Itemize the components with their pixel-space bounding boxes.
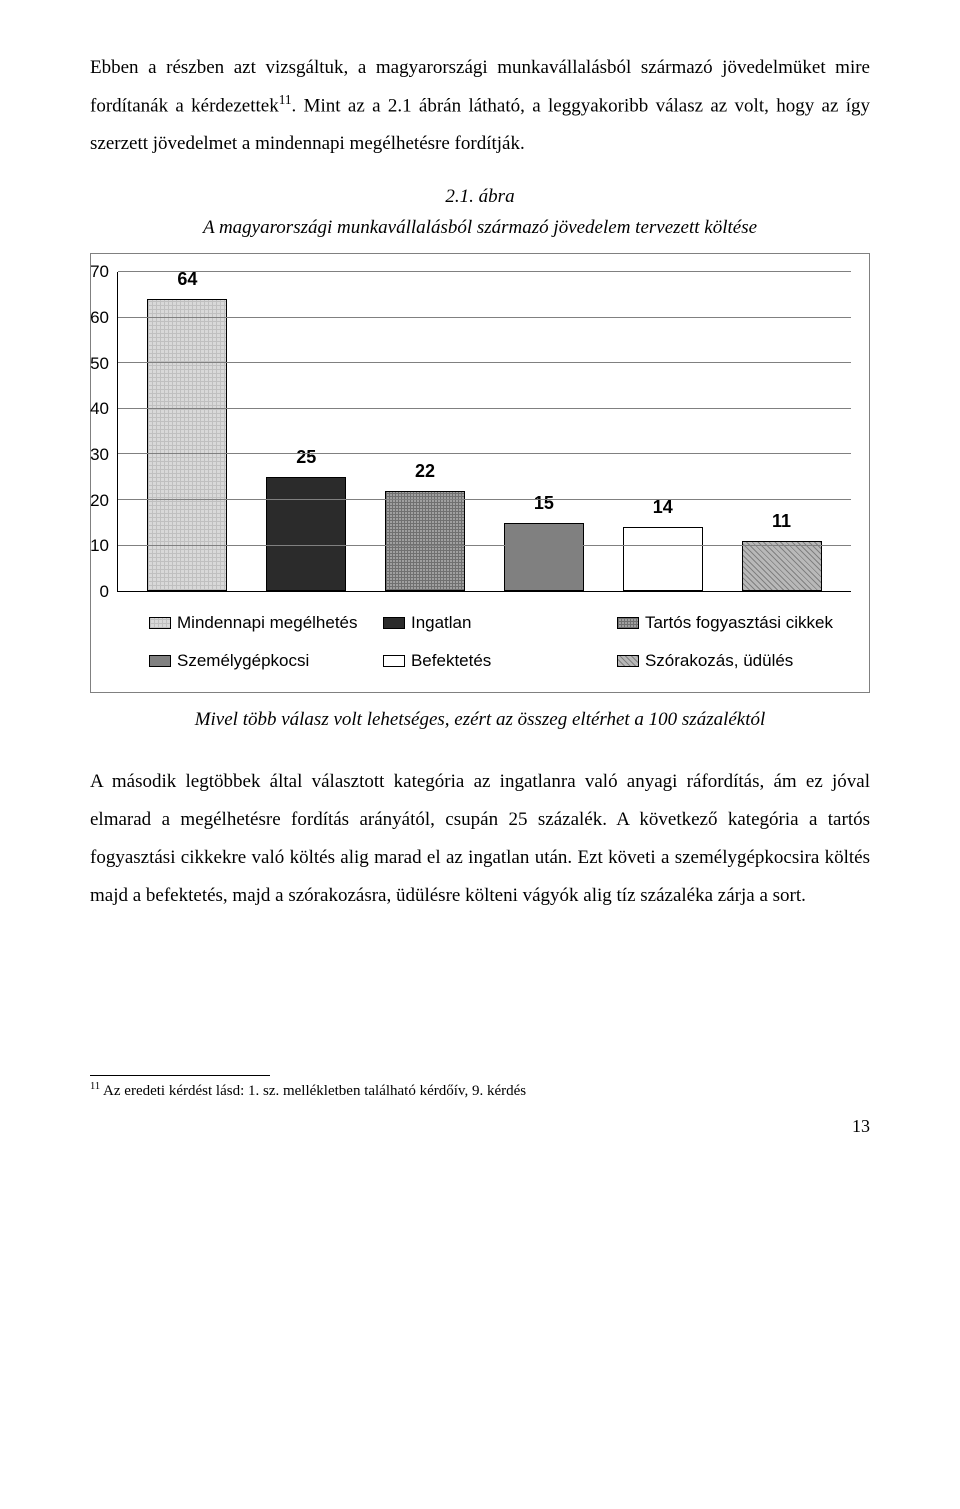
chart-legend: Mindennapi megélhetés Ingatlan Tartós fogy…	[109, 606, 851, 682]
figure-title: A magyarországi munkavállalásból származ…	[90, 213, 870, 243]
bar-column: 11	[742, 503, 822, 591]
legend-item: Szórakozás, üdülés	[617, 644, 851, 678]
chart-note: Mivel több válasz volt lehetséges, ezért…	[90, 701, 870, 739]
legend-label: Tartós fogyasztási cikkek	[645, 606, 833, 640]
bar	[266, 477, 346, 591]
legend-label: Szórakozás, üdülés	[645, 644, 793, 678]
bar-column: 64	[147, 261, 227, 592]
bar-value-label: 11	[772, 503, 791, 539]
y-axis: 706050403020100	[109, 272, 117, 592]
legend-label: Ingatlan	[411, 606, 472, 640]
legend-label: Befektetés	[411, 644, 491, 678]
legend-swatch	[149, 655, 171, 667]
bar-column: 14	[623, 489, 703, 591]
legend-item: Befektetés	[383, 644, 617, 678]
legend-item: Személygépkocsi	[149, 644, 383, 678]
legend-item: Ingatlan	[383, 606, 617, 640]
footnote-separator	[90, 1075, 270, 1076]
gridline	[118, 499, 851, 500]
bar-chart: 706050403020100 64 25 22 15 14 11 Mindennapi …	[90, 253, 870, 693]
bar-value-label: 64	[177, 261, 197, 297]
bar	[147, 299, 227, 592]
bar-column: 22	[385, 453, 465, 592]
bar-column: 25	[266, 439, 346, 591]
gridline	[118, 271, 851, 272]
bar	[504, 523, 584, 592]
bar-value-label: 15	[534, 485, 554, 521]
figure-caption: 2.1. ábra A magyarországi munkavállalásb…	[90, 182, 870, 243]
legend-swatch	[617, 617, 639, 629]
bar-value-label: 22	[415, 453, 435, 489]
bar-value-label: 14	[653, 489, 673, 525]
legend-swatch	[149, 617, 171, 629]
gridline	[118, 408, 851, 409]
paragraph-1: Ebben a részben azt vizsgáltuk, a magyar…	[90, 49, 870, 163]
footnote-ref-11: 11	[279, 92, 292, 107]
footnote-body: Az eredeti kérdést lásd: 1. sz. mellékle…	[100, 1083, 526, 1099]
gridline	[118, 317, 851, 318]
page-number: 13	[90, 1108, 870, 1144]
figure-number: 2.1. ábra	[90, 182, 870, 212]
legend-label: Mindennapi megélhetés	[177, 606, 358, 640]
plot-area: 706050403020100 642522151411	[109, 272, 851, 592]
legend-swatch	[617, 655, 639, 667]
document-page: Ebben a részben azt vizsgáltuk, a magyar…	[0, 0, 960, 1174]
legend-swatch	[383, 617, 405, 629]
legend-item: Tartós fogyasztási cikkek	[617, 606, 851, 640]
legend-item: Mindennapi megélhetés	[149, 606, 383, 640]
bar	[385, 491, 465, 592]
bars-row: 642522151411	[118, 272, 851, 591]
gridline	[118, 362, 851, 363]
bar	[742, 541, 822, 591]
paragraph-2: A második legtöbbek által választott kat…	[90, 763, 870, 915]
gridline	[118, 453, 851, 454]
legend-label: Személygépkocsi	[177, 644, 309, 678]
bar-value-label: 25	[296, 439, 316, 475]
bar-column: 15	[504, 485, 584, 592]
bars-container: 642522151411	[117, 272, 851, 592]
gridline	[118, 545, 851, 546]
footnote-11: 11 Az eredeti kérdést lásd: 1. sz. mellé…	[90, 1080, 870, 1102]
legend-swatch	[383, 655, 405, 667]
footnote-marker: 11	[90, 1081, 100, 1092]
bar	[623, 527, 703, 591]
